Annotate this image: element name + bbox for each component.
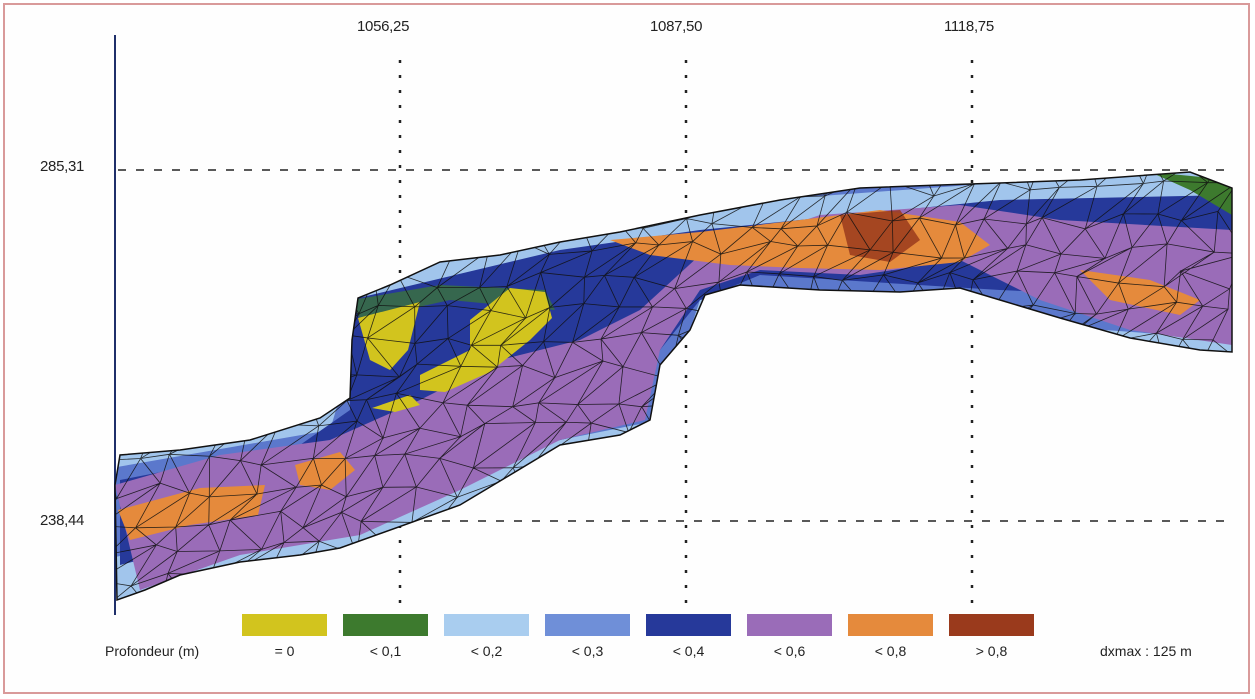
zone-orange-downstream-2 [295, 452, 355, 490]
legend-swatch [444, 614, 529, 636]
grid [398, 60, 974, 615]
legend-swatch [949, 614, 1034, 636]
legend-label: < 0,4 [672, 643, 705, 659]
legend-label: < 0,8 [874, 643, 907, 659]
legend-swatch [848, 614, 933, 636]
legend-label: < 0,3 [571, 643, 604, 659]
legend-label: < 0,1 [369, 643, 402, 659]
y-tick-1: 285,31 [40, 158, 85, 175]
legend-label: < 0,6 [773, 643, 806, 659]
x-tick-3: 1118,75 [944, 18, 994, 35]
zone-dry-island-3 [372, 395, 420, 412]
x-tick-2: 1087,50 [650, 18, 703, 35]
zone-orange-bend [1080, 270, 1200, 315]
legend-label: = 0 [274, 643, 295, 659]
legend-label: < 0,2 [470, 643, 503, 659]
scale-note: dxmax : 125 m [1100, 643, 1192, 659]
zone-purple [115, 205, 1232, 590]
legend-swatch [242, 614, 327, 636]
x-tick-1: 1056,25 [357, 18, 410, 35]
legend-label: > 0,8 [975, 643, 1008, 659]
legend-swatch [646, 614, 731, 636]
y-tick-2: 238,44 [40, 512, 85, 529]
legend-title: Profondeur (m) [105, 643, 200, 659]
legend-swatch [747, 614, 832, 636]
legend-swatch [545, 614, 630, 636]
legend-swatch [343, 614, 428, 636]
